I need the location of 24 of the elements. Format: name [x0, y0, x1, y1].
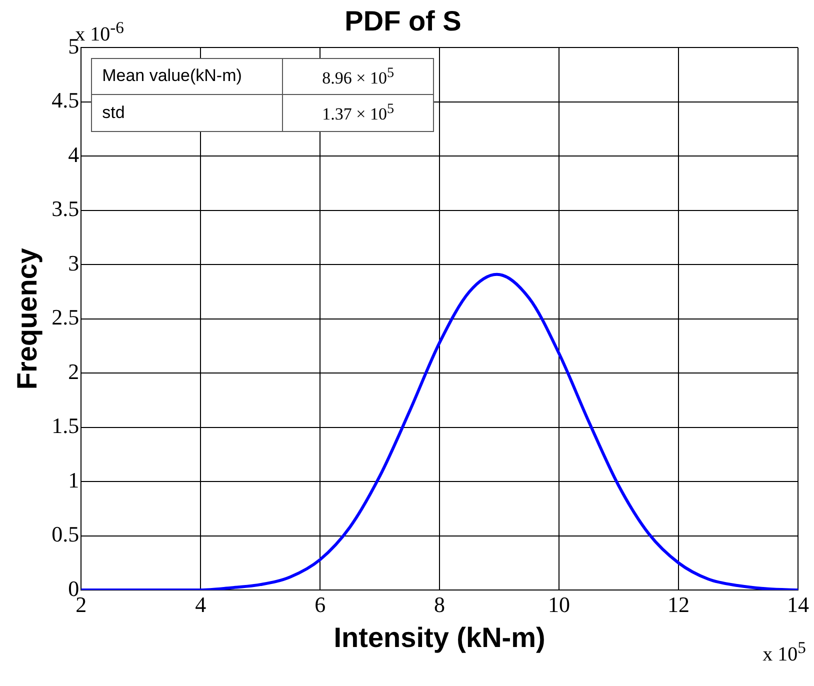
y-axis-title: Frequency	[12, 248, 43, 390]
x-tick-label: 8	[434, 592, 446, 617]
y-tick-label: 1	[68, 467, 80, 492]
x-tick-label: 6	[314, 592, 326, 617]
annotation: 1.37 × 10$^{5}$	[282, 94, 434, 132]
x-tick-label: 14	[787, 592, 809, 617]
x-tick-label: 4	[195, 592, 206, 617]
x-axis-title: Intensity (kN-m)	[334, 622, 546, 653]
y-tick-label: 2.5	[52, 304, 80, 330]
text: x 10$^{5}$	[762, 638, 806, 667]
y-tick-label: 4	[68, 142, 80, 167]
y-tick-label: 4.5	[52, 88, 80, 113]
y-tick-label: 0.5	[52, 522, 80, 547]
x-tick-label: 12	[668, 592, 690, 617]
y-tick-label: 3.5	[52, 196, 80, 222]
annotation: std	[92, 94, 283, 132]
y-tick-label: 2	[68, 358, 80, 384]
y-tick-label: 3	[68, 250, 80, 276]
annotation: Mean value(kN-m)	[92, 58, 283, 95]
y-tick-label: 1.5	[52, 413, 80, 438]
chart-title: PDF of S	[344, 6, 462, 37]
annotation: 8.96 × 10$^{5}$	[282, 58, 434, 95]
x-tick-label: 10	[548, 592, 570, 617]
text: x 10$^{-6}$	[75, 18, 124, 46]
